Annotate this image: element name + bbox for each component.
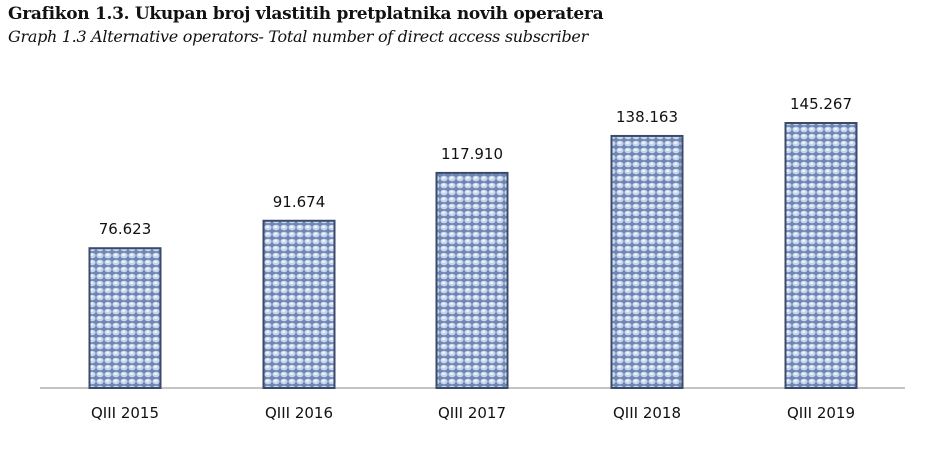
x-tick-label: QIII 2015 [91, 404, 159, 422]
data-label: 117.910 [441, 145, 503, 163]
chart-title: Grafikon 1.3. Ukupan broj vlastitih pret… [8, 4, 604, 24]
data-label: 76.623 [99, 220, 152, 238]
data-label: 145.267 [790, 95, 852, 113]
bar [435, 171, 509, 389]
bar [262, 219, 336, 389]
data-label: 138.163 [616, 108, 678, 126]
chart-subtitle: Graph 1.3 Alternative operators- Total n… [8, 27, 588, 46]
bar [88, 247, 162, 389]
data-label: 91.674 [273, 193, 326, 211]
x-tick-label: QIII 2018 [613, 404, 681, 422]
bar [784, 122, 858, 389]
x-tick-label: QIII 2019 [787, 404, 855, 422]
x-tick-label: QIII 2017 [438, 404, 506, 422]
bar [610, 134, 684, 389]
x-tick-label: QIII 2016 [265, 404, 333, 422]
